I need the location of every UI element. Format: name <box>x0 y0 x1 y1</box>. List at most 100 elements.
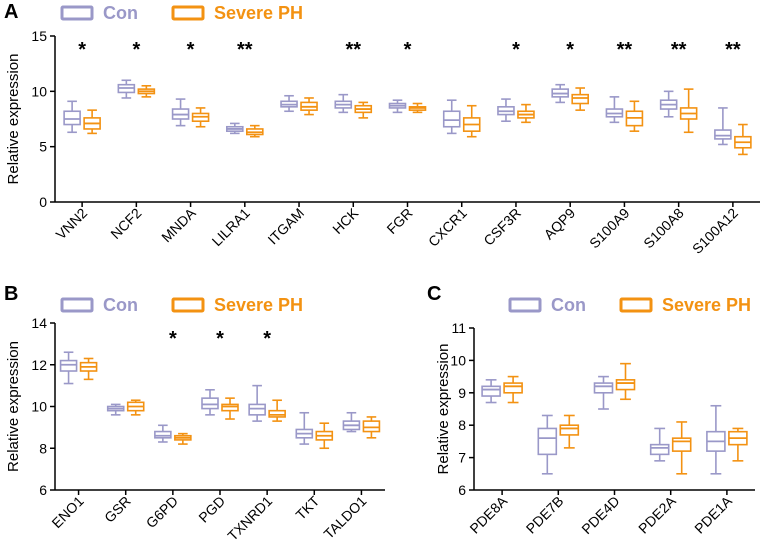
category-label: PDE8A <box>466 492 510 536</box>
significance-mark: * <box>512 39 520 61</box>
con-box <box>59 351 78 385</box>
y-tick-label: 6 <box>458 482 466 498</box>
con-box <box>593 375 614 410</box>
severe-box <box>300 97 318 116</box>
significance-mark: ** <box>237 39 253 61</box>
severe-box <box>191 107 210 128</box>
con-legend-label: Con <box>103 295 138 315</box>
category-label: PGD <box>195 493 228 526</box>
con-box <box>106 403 125 416</box>
severe-legend-label: Severe PH <box>214 3 303 23</box>
con-box <box>605 96 624 124</box>
box-iqr <box>714 129 732 140</box>
significance-mark: * <box>216 328 224 350</box>
significance-mark: * <box>566 39 574 61</box>
category-label: ENO1 <box>48 493 86 531</box>
y-tick-label: 10 <box>450 352 466 368</box>
y-axis-label: Relative expression <box>5 54 22 185</box>
significance-mark: ** <box>725 39 741 61</box>
significance-mark: ** <box>345 39 361 61</box>
category-label: HCK <box>329 204 362 237</box>
panel-letter-B: B <box>4 283 18 305</box>
category-label: S100A12 <box>689 205 741 257</box>
y-tick-label: 7 <box>458 450 466 466</box>
con-box <box>714 107 732 146</box>
box-iqr <box>537 427 558 456</box>
severe-legend-label: Severe PH <box>662 295 751 315</box>
box-iqr <box>268 409 286 418</box>
category-label: VNN2 <box>53 205 91 243</box>
con-legend-label: Con <box>551 295 586 315</box>
significance-mark: * <box>169 328 177 350</box>
significance-mark: ** <box>617 39 633 61</box>
category-label: TALDO1 <box>320 493 369 542</box>
severe-box <box>559 414 580 449</box>
y-tick-label: 11 <box>451 320 466 336</box>
category-label: PDE4D <box>578 493 622 537</box>
severe-box <box>354 101 373 119</box>
category-label: NCF2 <box>107 205 144 242</box>
con-box <box>481 379 501 404</box>
category-label: AQP9 <box>541 205 579 243</box>
con-box <box>706 404 726 475</box>
category-label: FGR <box>383 205 415 237</box>
severe-box <box>126 399 145 416</box>
severe-box <box>408 102 427 114</box>
y-tick-label: 14 <box>31 315 47 331</box>
con-legend-swatch <box>60 297 94 313</box>
panel-letter-A: A <box>4 1 18 23</box>
con-legend-swatch <box>508 297 542 313</box>
box-iqr <box>442 110 461 128</box>
y-tick-label: 8 <box>458 417 466 433</box>
con-box <box>248 384 266 422</box>
severe-box <box>517 103 535 124</box>
box-iqr <box>593 382 614 394</box>
significance-mark: * <box>78 39 86 61</box>
severe-box <box>83 109 101 135</box>
category-label: S100A9 <box>586 205 633 252</box>
severe-box <box>679 88 698 134</box>
box-iqr <box>503 382 523 394</box>
con-box <box>442 99 461 135</box>
severe-box <box>625 100 644 132</box>
category-label: MNDA <box>158 204 199 245</box>
severe-box <box>503 375 523 404</box>
severe-box <box>671 421 692 475</box>
significance-mark: * <box>404 39 412 61</box>
severe-box <box>137 85 156 98</box>
category-label: CXCR1 <box>425 205 470 250</box>
significance-mark: * <box>187 39 195 61</box>
category-label: PDE2A <box>635 492 679 536</box>
category-label: TKT <box>292 492 322 522</box>
y-tick-label: 5 <box>39 139 47 155</box>
category-label: G6PD <box>143 493 181 531</box>
severe-legend-swatch <box>619 297 653 313</box>
significance-mark: ** <box>671 39 687 61</box>
y-axis-label: Relative expression <box>435 344 452 475</box>
con-box <box>117 79 136 99</box>
category-label: TXNRD1 <box>224 493 275 544</box>
box-iqr <box>154 430 172 439</box>
severe-legend-swatch <box>171 5 205 21</box>
con-box <box>280 94 298 113</box>
severe-box <box>246 124 264 138</box>
severe-box <box>268 399 286 422</box>
box-iqr <box>201 397 219 410</box>
y-tick-label: 15 <box>31 28 47 44</box>
y-tick-label: 8 <box>39 440 47 456</box>
con-box <box>388 99 407 114</box>
con-box <box>226 122 244 135</box>
box-iqr <box>559 424 580 436</box>
box-iqr <box>671 437 692 452</box>
con-box <box>551 83 569 104</box>
con-legend-swatch <box>60 5 94 21</box>
box-iqr <box>362 420 381 433</box>
con-box <box>295 411 314 445</box>
box-iqr <box>615 379 636 391</box>
severe-box <box>221 397 239 420</box>
con-box <box>537 414 558 475</box>
severe-box <box>315 422 334 450</box>
y-tick-label: 10 <box>31 399 47 415</box>
con-box <box>659 90 678 118</box>
